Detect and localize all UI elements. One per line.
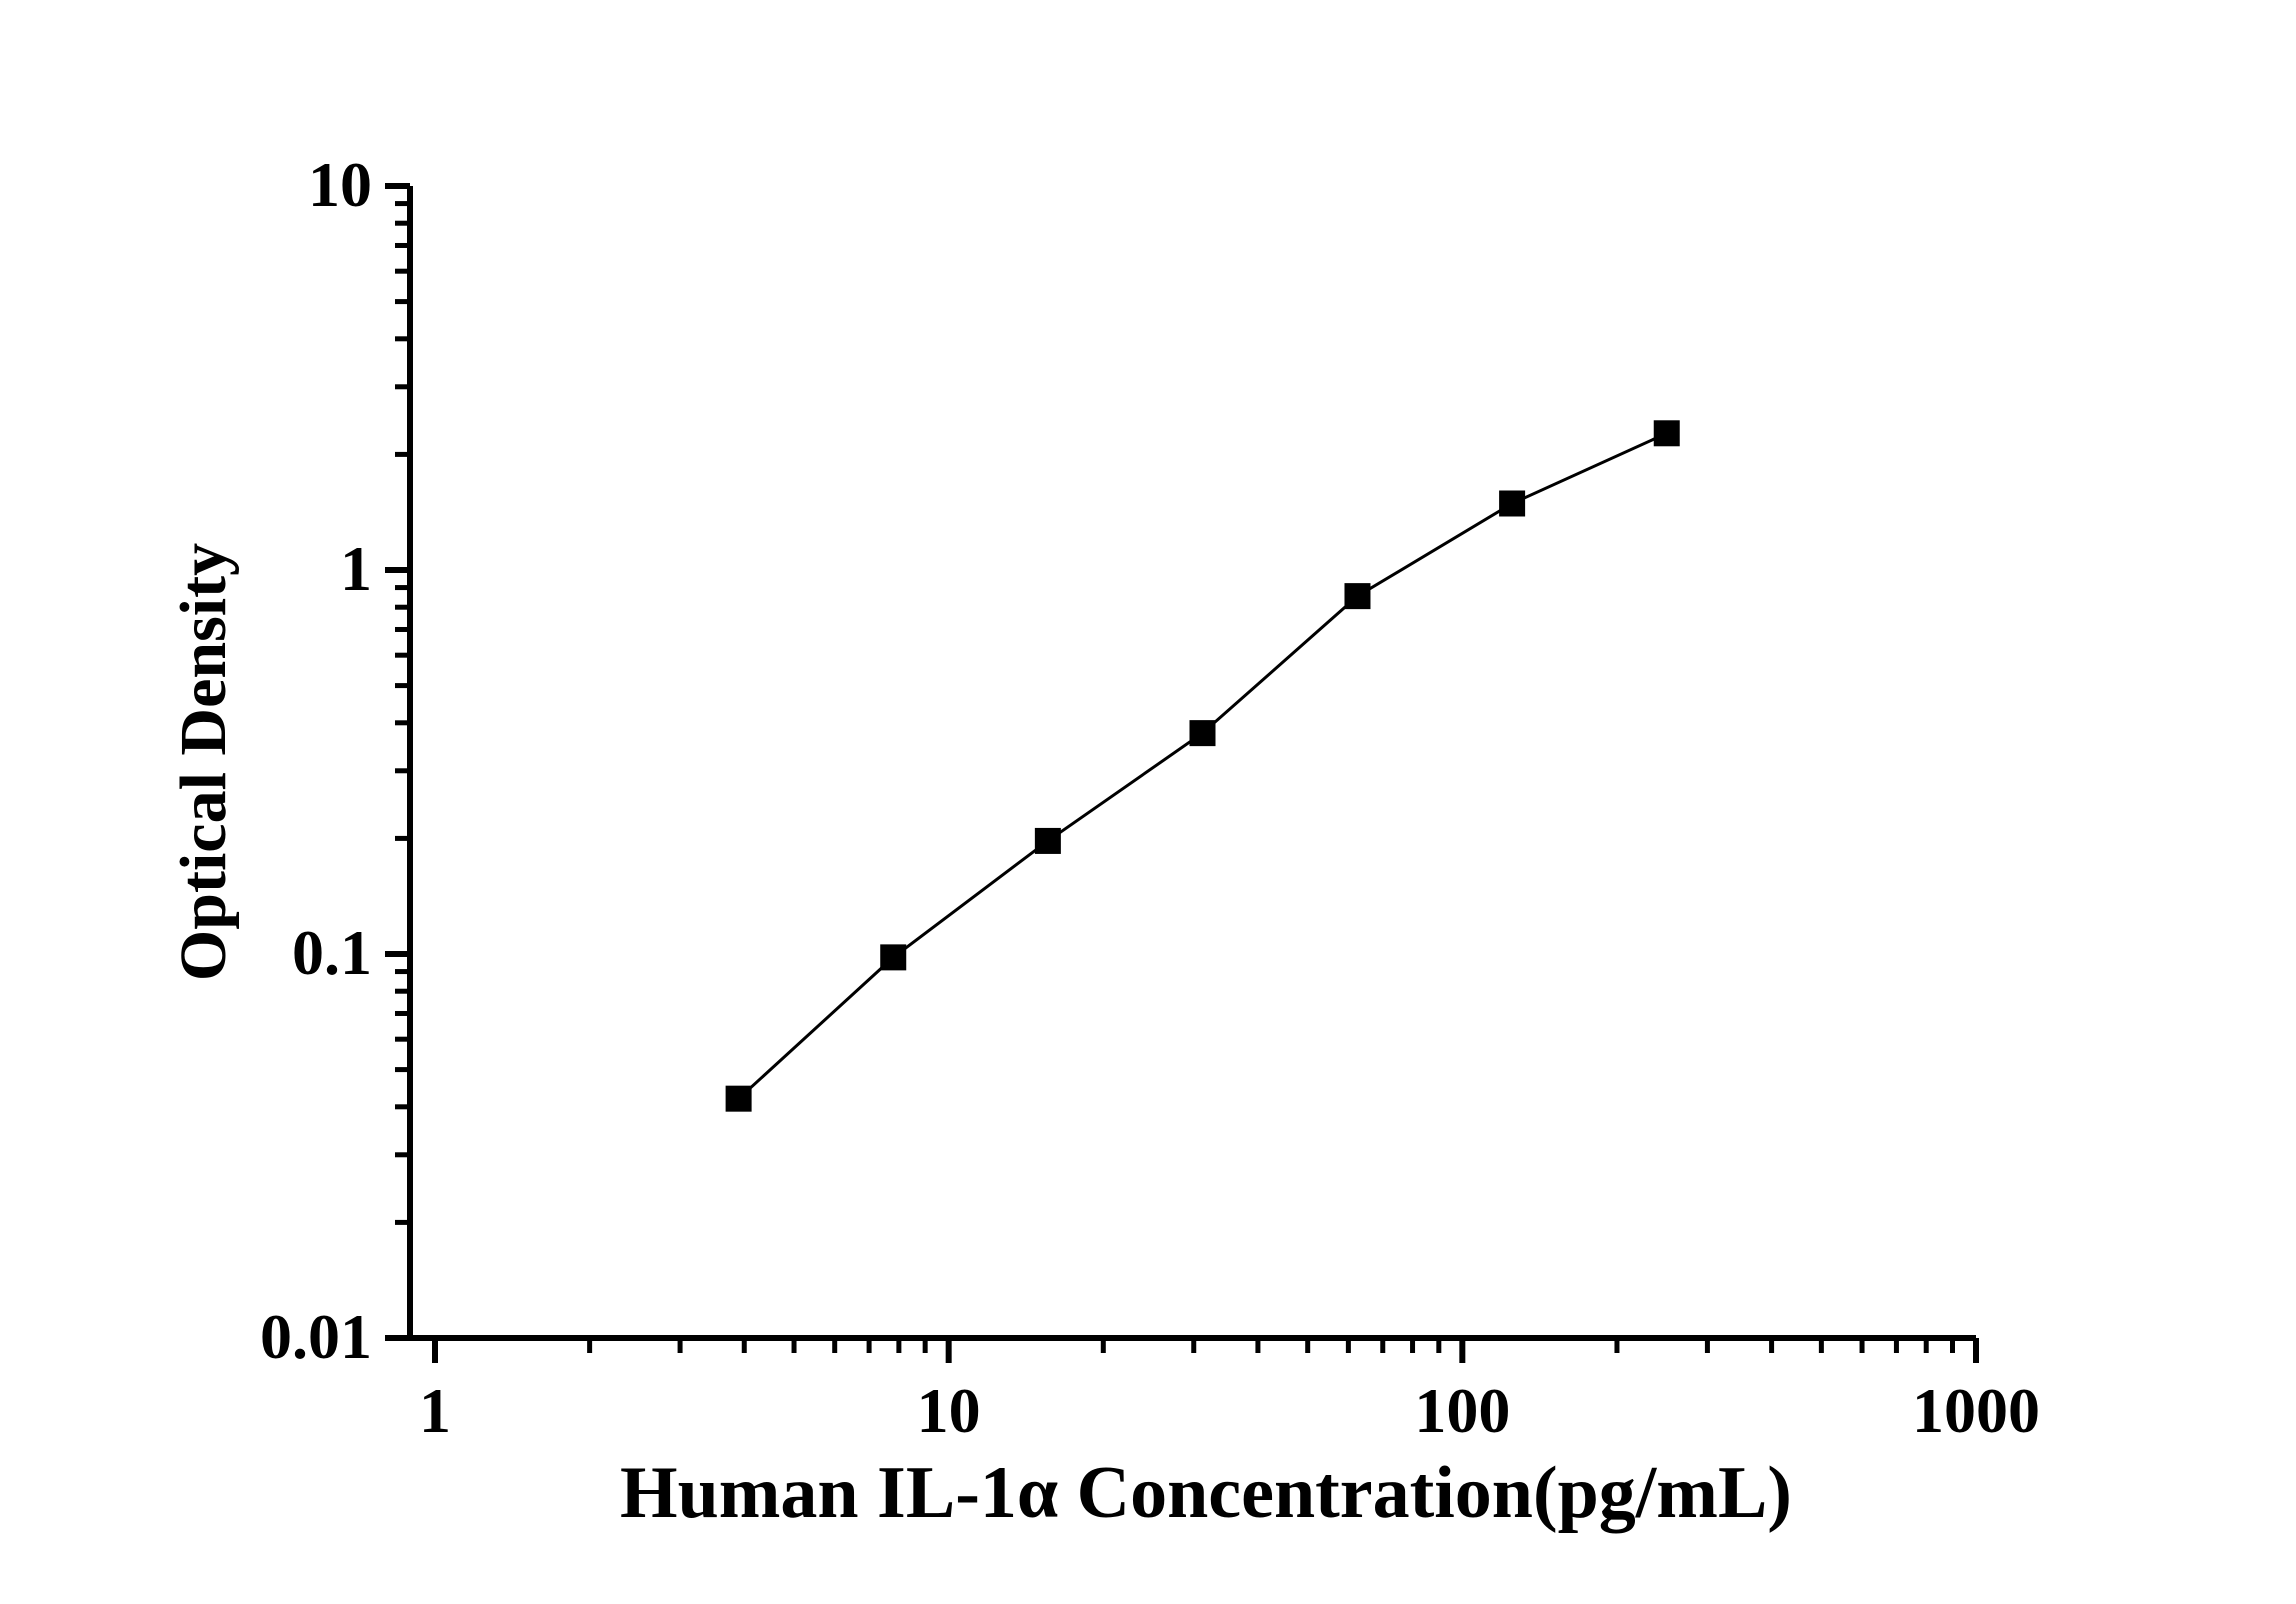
y-tick-label: 0.01	[260, 1301, 372, 1372]
data-point-marker	[1653, 420, 1680, 447]
data-point-marker	[725, 1085, 752, 1112]
tick-label-layer: 1 10 100 1000 0.01 0.1 1 10	[260, 149, 2040, 1446]
x-tick-label: 1	[419, 1375, 451, 1446]
x-tick-label: 100	[1414, 1375, 1510, 1446]
x-tick-label: 1000	[1912, 1375, 2040, 1446]
x-axis-title: Human IL-1α Concentration(pg/mL)	[620, 1452, 1792, 1534]
data-point-marker	[1034, 827, 1061, 854]
curve-line	[737, 431, 1668, 1100]
y-axis-title: Optical Density	[167, 543, 240, 981]
data-point-marker	[1344, 583, 1371, 610]
y-tick-label: 0.1	[292, 917, 372, 988]
axis-spines	[407, 186, 1976, 1341]
x-tick-label: 10	[917, 1375, 981, 1446]
y-tick-label: 1	[340, 533, 372, 604]
data-point-marker	[1189, 720, 1216, 747]
y-tick-label: 10	[308, 149, 372, 220]
series-layer	[725, 420, 1680, 1112]
data-point-marker	[1499, 490, 1526, 517]
axes-layer	[385, 183, 1979, 1363]
data-point-marker	[880, 944, 907, 971]
